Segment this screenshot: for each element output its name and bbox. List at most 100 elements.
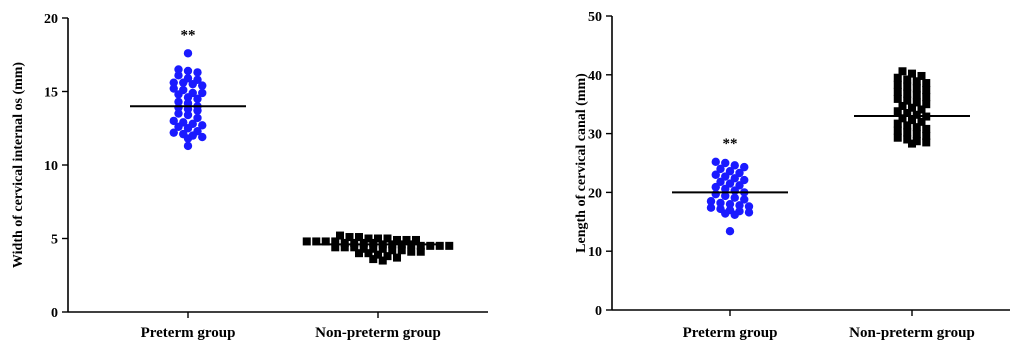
data-point: [198, 81, 207, 90]
data-point: [402, 235, 411, 244]
data-point: [922, 124, 931, 133]
x-category-label: Non-preterm group: [315, 325, 441, 341]
data-point: [903, 96, 912, 105]
data-point: [364, 234, 373, 243]
data-point: [193, 94, 202, 104]
data-point: [922, 93, 931, 102]
data-point: [903, 121, 912, 130]
data-point: [725, 227, 735, 236]
data-point: [893, 119, 902, 128]
data-point: [912, 130, 921, 139]
data-point: [912, 91, 921, 100]
data-point: [912, 110, 921, 119]
data-point: [898, 101, 907, 110]
data-point: [193, 68, 202, 77]
data-point: [397, 246, 406, 255]
data-point: [355, 249, 363, 258]
data-point: [183, 49, 193, 58]
data-point: [893, 80, 902, 89]
data-point: [912, 84, 921, 93]
data-point: [416, 241, 425, 250]
data-point: [730, 161, 739, 170]
data-point: [922, 138, 931, 147]
y-tick-label: 0: [51, 306, 58, 321]
y-tick-label: 10: [588, 245, 602, 260]
data-point: [730, 193, 739, 202]
data-point: [893, 94, 902, 103]
data-point: [922, 131, 931, 140]
data-point: [908, 103, 916, 112]
data-point: [908, 139, 916, 148]
y-tick-label: 20: [44, 12, 58, 27]
data-point: [393, 235, 401, 244]
data-point: [321, 237, 330, 246]
data-point: [340, 243, 349, 252]
data-point: [903, 135, 912, 144]
y-axis-title: Length of cervical canal (mm): [574, 73, 589, 253]
data-point: [445, 241, 454, 250]
data-point: [706, 203, 716, 212]
data-point: [350, 238, 359, 247]
data-point: [903, 109, 912, 118]
data-point: [193, 113, 202, 123]
data-point: [359, 238, 368, 247]
y-tick-label: 10: [44, 159, 58, 174]
data-point: [193, 106, 202, 115]
data-point: [903, 89, 912, 98]
data-point: [169, 116, 178, 126]
data-point: [912, 123, 921, 132]
data-point: [711, 189, 720, 199]
data-point: [898, 114, 907, 123]
data-point: [922, 79, 931, 88]
data-point: [383, 234, 392, 243]
data-point: [898, 67, 907, 76]
data-point: [174, 97, 183, 106]
data-point: [183, 110, 193, 120]
y-tick-label: 20: [588, 186, 602, 201]
data-point: [198, 132, 207, 142]
significance-annotation: **: [723, 136, 738, 152]
data-point: [183, 134, 193, 143]
data-point: [917, 117, 926, 126]
x-category-label: Non-preterm group: [849, 325, 975, 341]
data-point: [169, 78, 178, 87]
data-point: [412, 235, 420, 244]
data-point: [893, 73, 902, 82]
data-point: [917, 105, 926, 114]
data-point: [374, 234, 382, 243]
data-point: [706, 197, 716, 206]
data-point: [383, 252, 392, 261]
data-point: [730, 210, 739, 219]
data-point: [435, 241, 444, 250]
data-point: [183, 124, 193, 133]
data-point: [740, 162, 749, 172]
data-point: [179, 78, 188, 87]
data-point: [374, 250, 382, 259]
data-point: [426, 241, 435, 250]
data-point: [711, 182, 720, 192]
data-point: [903, 82, 912, 91]
data-point: [198, 121, 207, 130]
data-point: [416, 247, 425, 256]
data-point: [183, 66, 193, 76]
x-category-label: Preterm group: [141, 325, 236, 341]
data-point: [893, 87, 902, 96]
y-tick-label: 5: [51, 233, 58, 248]
data-point: [188, 79, 197, 89]
data-point: [174, 122, 183, 131]
y-tick-label: 50: [588, 10, 602, 25]
data-point: [174, 71, 183, 80]
data-point: [711, 157, 720, 167]
data-point: [369, 255, 378, 264]
data-point: [721, 209, 730, 218]
data-point: [908, 116, 916, 125]
data-point: [388, 246, 397, 255]
data-point: [174, 90, 183, 99]
data-point: [893, 126, 902, 135]
data-point: [350, 243, 359, 252]
data-point: [364, 249, 373, 258]
data-point: [302, 237, 311, 246]
data-point: [169, 84, 178, 93]
data-point: [740, 195, 749, 204]
